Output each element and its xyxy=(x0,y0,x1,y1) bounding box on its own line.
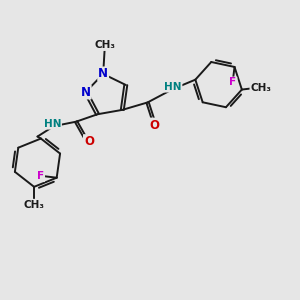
Text: CH₃: CH₃ xyxy=(94,40,115,50)
Text: O: O xyxy=(149,118,159,131)
Text: F: F xyxy=(230,77,237,87)
Text: HN: HN xyxy=(44,119,61,129)
Text: F: F xyxy=(37,171,44,181)
Text: N: N xyxy=(98,68,108,80)
Text: CH₃: CH₃ xyxy=(24,200,45,210)
Text: N: N xyxy=(81,85,91,98)
Text: HN: HN xyxy=(164,82,182,92)
Text: O: O xyxy=(84,135,94,148)
Text: CH₃: CH₃ xyxy=(250,83,272,93)
